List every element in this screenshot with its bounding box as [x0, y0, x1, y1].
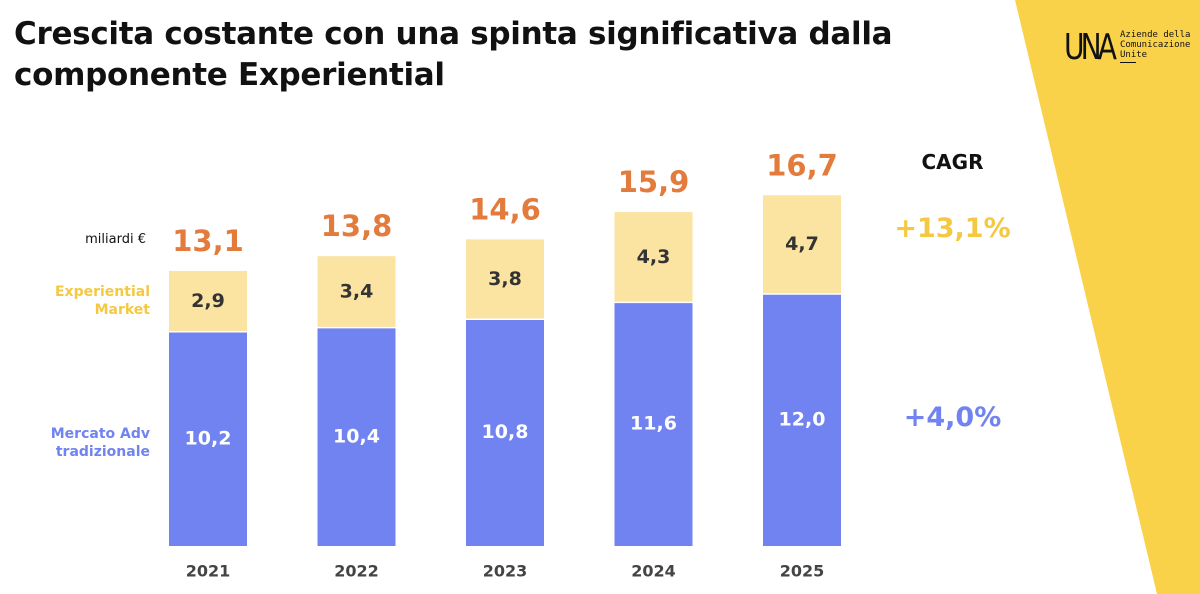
label-experiential-2021: 2,9: [191, 290, 225, 312]
label-experiential-2022: 3,4: [340, 280, 374, 302]
bar-experiential-2024: [614, 212, 693, 303]
bar-experiential-2022: [317, 256, 396, 328]
bar-experiential-2023: [466, 239, 544, 320]
label-traditional-2024: 11,6: [630, 413, 677, 435]
cagr-experiential: +13,1%: [894, 213, 1011, 244]
legend-traditional-line-1: Mercato Adv: [50, 426, 150, 442]
bar-traditional-2024: [614, 302, 693, 546]
x-tick-2022: 2022: [334, 562, 379, 581]
label-total-2023: 14,6: [469, 192, 541, 226]
label-experiential-2024: 4,3: [637, 246, 671, 268]
unit-label: miliardi €: [85, 232, 146, 247]
bar-traditional-2022: [317, 327, 396, 546]
bar-traditional-2025: [763, 294, 841, 546]
logo-tagline-line-1: Aziende della: [1120, 30, 1191, 40]
x-tick-2023: 2023: [483, 562, 528, 581]
bar-experiential-2021: [169, 270, 247, 332]
cagr-title: CAGR: [921, 150, 984, 174]
bar-experiential-2025: [763, 195, 841, 294]
title-line-1: Crescita costante con una spinta signifi…: [14, 16, 893, 52]
title-line-2: componente Experiential: [14, 57, 445, 93]
label-traditional-2025: 12,0: [779, 409, 826, 431]
label-experiential-2023: 3,8: [488, 268, 522, 290]
legend-experiential-line-1: Experiential: [54, 284, 150, 300]
una-logo: UNA Aziende della Comunicazione Unite: [1064, 27, 1190, 68]
label-total-2022: 13,8: [321, 209, 393, 243]
cagr-traditional: +4,0%: [903, 402, 1002, 433]
bar-traditional-2023: [466, 319, 544, 546]
label-total-2024: 15,9: [618, 165, 690, 199]
label-total-2021: 13,1: [172, 224, 244, 258]
legend-experiential-line-2: Market: [94, 302, 150, 318]
label-total-2025: 16,7: [766, 148, 838, 182]
label-traditional-2021: 10,2: [185, 427, 232, 449]
label-traditional-2023: 10,8: [482, 421, 529, 443]
x-tick-2025: 2025: [780, 562, 825, 581]
logo-tagline-line-2: Comunicazione: [1120, 40, 1191, 50]
legend-traditional-line-2: tradizionale: [55, 444, 150, 460]
logo-tagline-line-3: Unite: [1120, 50, 1148, 60]
label-traditional-2022: 10,4: [333, 425, 380, 447]
bar-traditional-2021: [169, 331, 247, 546]
label-experiential-2025: 4,7: [785, 233, 819, 255]
logo-underline: [1120, 62, 1136, 63]
x-tick-2024: 2024: [631, 562, 676, 581]
legend-experiential: Experiential Market: [0, 283, 150, 319]
logo-tagline: Aziende della Comunicazione Unite: [1120, 30, 1200, 60]
logo-mark: UNA: [1064, 27, 1117, 68]
page-title: Crescita costante con una spinta signifi…: [14, 14, 1014, 96]
legend-traditional: Mercato Adv tradizionale: [0, 425, 150, 461]
x-tick-2021: 2021: [186, 562, 231, 581]
